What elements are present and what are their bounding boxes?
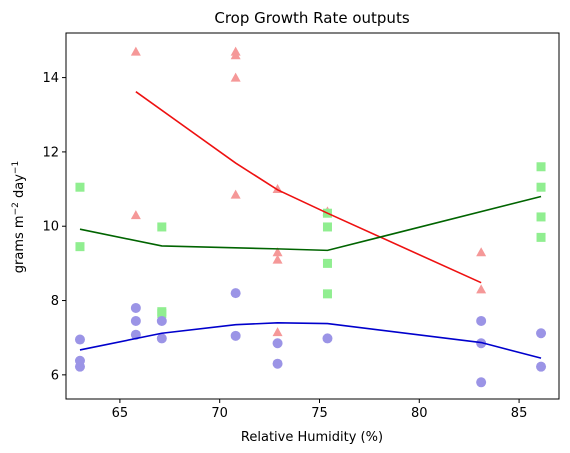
x-tick-label-75: 75 xyxy=(311,406,328,421)
data-point-triangle-7 xyxy=(272,247,283,257)
data-point-triangle-1 xyxy=(130,210,141,220)
y-tick-label-10: 10 xyxy=(42,220,59,235)
plot-layer xyxy=(74,46,547,388)
plot-frame xyxy=(65,32,560,400)
data-point-circle-13 xyxy=(476,315,487,326)
data-point-square-1 xyxy=(75,242,85,252)
data-point-circle-11 xyxy=(272,358,283,369)
x-tick-label-65: 65 xyxy=(112,406,129,421)
data-point-circle-9 xyxy=(230,330,241,341)
data-point-triangle-5 xyxy=(230,189,241,199)
x-tick-label-70: 70 xyxy=(211,406,228,421)
data-point-square-12 xyxy=(536,232,546,242)
chart-title: Crop Growth Rate outputs xyxy=(214,9,409,27)
data-point-circle-15 xyxy=(476,377,487,388)
y-tick-label-8: 8 xyxy=(51,294,59,309)
ticks-layer: 65 70 75 80 85 6 8 10 12 14 xyxy=(42,71,527,421)
data-point-triangle-11 xyxy=(476,247,487,257)
data-point-triangle-3 xyxy=(230,50,241,60)
data-point-triangle-4 xyxy=(230,72,241,82)
data-point-square-11 xyxy=(536,212,546,222)
data-point-triangle-9 xyxy=(272,327,283,337)
data-point-circle-17 xyxy=(536,361,547,372)
data-point-circle-7 xyxy=(156,333,167,344)
data-point-circle-2 xyxy=(74,361,85,372)
y-tick-label-12: 12 xyxy=(42,145,59,160)
data-point-square-2 xyxy=(157,222,167,232)
trend-line-square xyxy=(79,195,542,252)
data-point-triangle-0 xyxy=(130,46,141,56)
x-tick-label-85: 85 xyxy=(511,406,528,421)
data-point-square-4 xyxy=(157,309,167,319)
data-point-circle-3 xyxy=(130,302,141,313)
data-point-square-7 xyxy=(322,258,332,268)
x-tick-label-80: 80 xyxy=(411,406,428,421)
data-point-triangle-8 xyxy=(272,254,283,264)
y-label-main: grams m xyxy=(12,215,27,273)
trend-line-circle xyxy=(79,322,542,359)
data-point-square-10 xyxy=(536,182,546,192)
x-axis-label: Relative Humidity (%) xyxy=(241,430,383,445)
data-point-circle-16 xyxy=(536,328,547,339)
data-point-square-9 xyxy=(536,162,546,172)
data-point-circle-12 xyxy=(322,333,333,344)
data-point-circle-6 xyxy=(156,315,167,326)
data-point-square-0 xyxy=(75,182,85,192)
y-tick-label-6: 6 xyxy=(51,368,59,383)
y-label-sup2: −1 xyxy=(11,161,21,174)
data-point-square-6 xyxy=(322,222,332,232)
y-label-sup1: −2 xyxy=(11,202,21,215)
y-axis-label: grams m−2 day−1 xyxy=(11,161,27,273)
data-point-circle-0 xyxy=(74,334,85,345)
y-label-mid: day xyxy=(12,174,27,202)
data-point-circle-8 xyxy=(230,288,241,299)
trend-line-triangle xyxy=(135,91,482,284)
y-tick-label-14: 14 xyxy=(42,71,59,86)
data-point-triangle-12 xyxy=(476,284,487,294)
data-point-circle-4 xyxy=(130,315,141,326)
data-point-square-8 xyxy=(322,289,332,299)
data-point-circle-10 xyxy=(272,338,283,349)
